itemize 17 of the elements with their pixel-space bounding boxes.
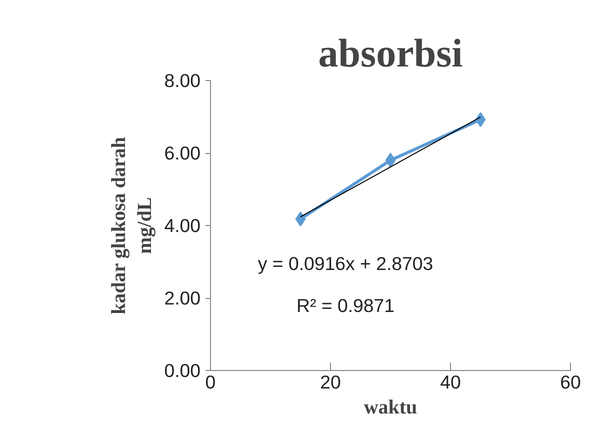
y-tick-label: 2.00 <box>164 288 200 308</box>
x-tick-label: 20 <box>320 372 341 392</box>
y-tick-label: 4.00 <box>164 215 200 236</box>
x-tick-label: 0 <box>205 372 216 392</box>
point <box>295 211 306 226</box>
y-tick-label: 0.00 <box>164 360 200 381</box>
y-tick-label: 6.00 <box>164 142 200 164</box>
annotation: R² = 0.9871 <box>296 294 395 316</box>
x-tick-label: 60 <box>560 372 581 392</box>
x-tick-label: 40 <box>440 372 461 392</box>
point <box>475 112 486 128</box>
y-tick-label: 8.00 <box>164 70 200 91</box>
annotation: y = 0.0916x + 2.8703 <box>258 253 434 274</box>
point <box>385 152 396 168</box>
y-axis-title: kadar glukosa darah mg/dL <box>108 136 156 314</box>
chart-title: absorbsi <box>318 30 463 76</box>
x-axis-title: waktu <box>364 396 418 418</box>
